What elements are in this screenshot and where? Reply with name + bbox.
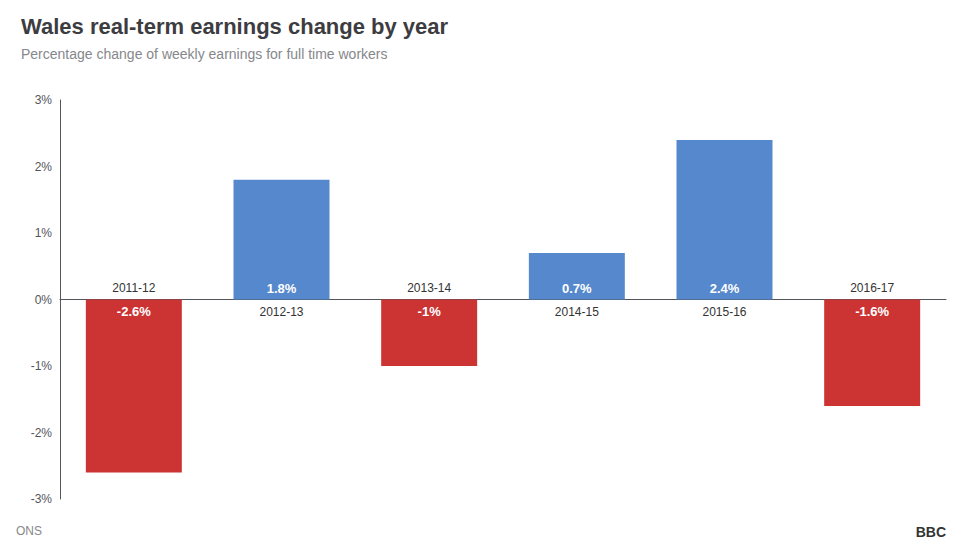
svg-text:-1.6%: -1.6% [855, 304, 889, 319]
svg-text:1%: 1% [35, 226, 53, 240]
svg-text:2015-16: 2015-16 [702, 305, 746, 319]
svg-text:BBC: BBC [916, 524, 946, 540]
svg-text:3%: 3% [35, 93, 53, 107]
svg-text:-1%: -1% [31, 359, 53, 373]
svg-text:-1%: -1% [418, 304, 442, 319]
svg-text:2011-12: 2011-12 [112, 281, 155, 295]
svg-text:-2%: -2% [31, 426, 53, 440]
svg-text:Wales real-term earnings chang: Wales real-term earnings change by year [21, 14, 449, 39]
svg-text:ONS: ONS [16, 524, 42, 538]
svg-text:2.4%: 2.4% [710, 281, 740, 296]
svg-text:2%: 2% [35, 160, 53, 174]
svg-text:2014-15: 2014-15 [555, 305, 599, 319]
svg-text:0%: 0% [35, 293, 53, 307]
svg-text:2016-17: 2016-17 [850, 281, 894, 295]
svg-text:1.8%: 1.8% [267, 281, 297, 296]
svg-text:2012-13: 2012-13 [259, 305, 303, 319]
svg-text:-2.6%: -2.6% [117, 304, 151, 319]
svg-text:2013-14: 2013-14 [407, 281, 451, 295]
svg-text:-3%: -3% [31, 492, 53, 506]
svg-text:Percentage change of weekly ea: Percentage change of weekly earnings for… [21, 46, 388, 62]
svg-text:0.7%: 0.7% [562, 281, 592, 296]
